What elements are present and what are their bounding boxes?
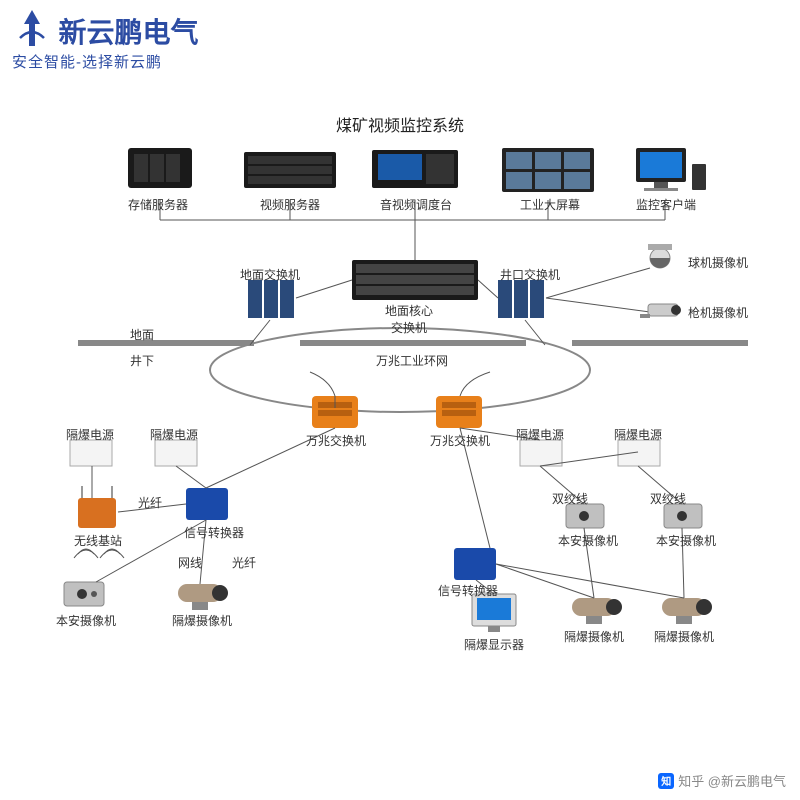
label-l-eth: 网线 — [178, 554, 202, 571]
zhihu-watermark: 知 知乎 @新云鹏电气 — [658, 771, 786, 790]
label-r-cam3: 隔爆摄像机 — [564, 628, 624, 645]
label-storage-server: 存储服务器 — [128, 196, 188, 213]
label-right-switch: 井口交换机 — [500, 266, 560, 283]
watermark-text: 知乎 @新云鹏电气 — [678, 771, 786, 790]
label-r-ps2: 隔爆电源 — [614, 426, 662, 443]
label-core-switch: 地面核心 交换机 — [385, 302, 433, 336]
logo-title: 新云鹏电气 — [58, 11, 198, 51]
label-left-switch: 地面交换机 — [240, 266, 300, 283]
label-r-cam4: 隔爆摄像机 — [654, 628, 714, 645]
label-l-wbase: 无线基站 — [74, 532, 122, 549]
brand-logo: 新云鹏电气 安全智能-选择新云鹏 — [12, 8, 198, 72]
label-ring: 万兆工业环网 — [376, 352, 448, 369]
label-video-server: 视频服务器 — [260, 196, 320, 213]
label-r-icam1: 本安摄像机 — [558, 532, 618, 549]
label-l-fiber2: 光纤 — [232, 554, 256, 571]
label-l-conv: 信号转换器 — [184, 524, 244, 541]
label-r-conv: 信号转换器 — [438, 582, 498, 599]
label-r-disp: 隔爆显示器 — [464, 636, 524, 653]
label-video-wall: 工业大屏幕 — [520, 196, 580, 213]
logo-subtitle: 安全智能-选择新云鹏 — [12, 51, 198, 72]
zhihu-icon: 知 — [658, 773, 674, 789]
diagram-title: 煤矿视频监控系统 — [0, 112, 800, 136]
right-ground-switch — [498, 280, 544, 318]
label-client-pc: 监控客户端 — [636, 196, 696, 213]
left-ground-switch — [248, 280, 294, 318]
label-10g-sw-2: 万兆交换机 — [430, 432, 490, 449]
label-r-tw2: 双绞线 — [650, 490, 686, 507]
label-r-tw1: 双绞线 — [552, 490, 588, 507]
label-dome-cam: 球机摄像机 — [688, 254, 748, 271]
label-r-icam2: 本安摄像机 — [656, 532, 716, 549]
logo-arrow-icon — [12, 8, 52, 53]
label-zone-below: 井下 — [130, 352, 154, 369]
label-l-cam1: 本安摄像机 — [56, 612, 116, 629]
label-r-ps1: 隔爆电源 — [516, 426, 564, 443]
label-l-cam2: 隔爆摄像机 — [172, 612, 232, 629]
label-av-console: 音视频调度台 — [380, 196, 452, 213]
label-zone-above: 地面 — [130, 326, 154, 343]
label-l-ps1: 隔爆电源 — [66, 426, 114, 443]
label-l-fiber: 光纤 — [138, 494, 162, 511]
label-10g-sw-1: 万兆交换机 — [306, 432, 366, 449]
label-bullet-cam: 枪机摄像机 — [688, 304, 748, 321]
label-l-ps2: 隔爆电源 — [150, 426, 198, 443]
